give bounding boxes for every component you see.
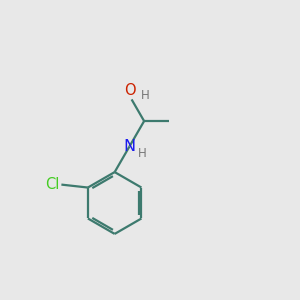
Text: O: O [124, 83, 136, 98]
Text: H: H [138, 147, 147, 160]
Text: N: N [123, 139, 136, 154]
Text: Cl: Cl [46, 177, 60, 192]
Text: H: H [141, 89, 150, 102]
